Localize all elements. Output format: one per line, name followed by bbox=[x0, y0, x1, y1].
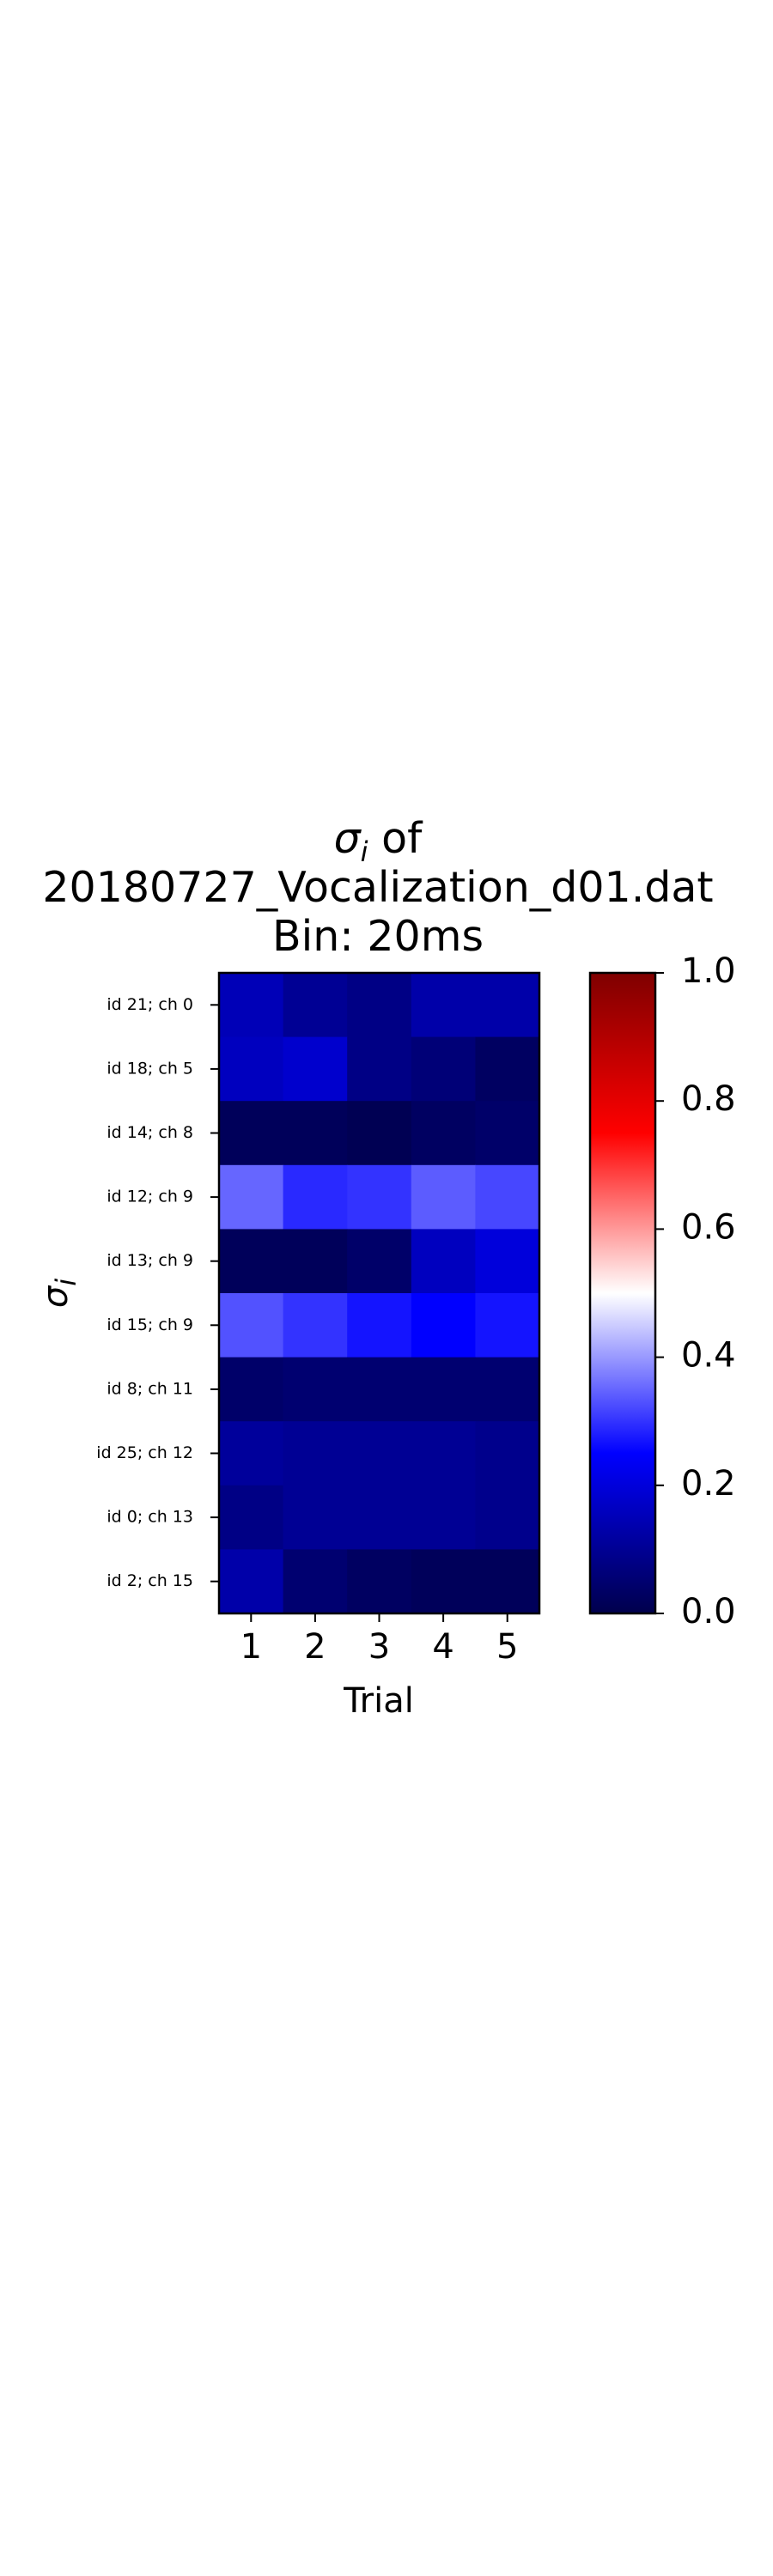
heatmap-cell bbox=[411, 1485, 476, 1550]
heatmap-cell bbox=[219, 1293, 284, 1358]
heatmap-cell bbox=[411, 1036, 476, 1102]
heatmap-cell bbox=[219, 1485, 284, 1550]
colorbar bbox=[588, 971, 657, 1615]
heatmap-cell bbox=[475, 1229, 540, 1294]
heatmap-cell bbox=[283, 1421, 348, 1486]
heatmap-cell bbox=[475, 1421, 540, 1486]
heatmap-cell bbox=[283, 1164, 348, 1230]
x-axis-ticks: 1 2 3 4 5 bbox=[240, 1613, 518, 1667]
y-tick-label: id 21; ch 0 bbox=[107, 995, 193, 1014]
heatmap-cell bbox=[283, 1036, 348, 1102]
heatmap-cell bbox=[411, 1293, 476, 1358]
y-tick-label: id 25; ch 12 bbox=[96, 1443, 193, 1462]
y-tick-label: id 18; ch 5 bbox=[107, 1059, 193, 1078]
heatmap-cell bbox=[475, 1293, 540, 1358]
heatmap-cell bbox=[411, 1357, 476, 1422]
title-suffix: of bbox=[368, 814, 424, 863]
y-tick-label: id 2; ch 15 bbox=[107, 1571, 193, 1590]
chart-title-line-3: Bin: 20ms bbox=[272, 912, 484, 961]
heatmap-cell bbox=[219, 1164, 284, 1230]
y-tick-label: id 0; ch 13 bbox=[107, 1508, 193, 1527]
y-axis-sigma-subscript: i bbox=[50, 1279, 82, 1286]
heatmap-cell bbox=[347, 1485, 412, 1550]
x-tick-label: 4 bbox=[432, 1627, 453, 1667]
heatmap-cell bbox=[411, 1164, 476, 1230]
colorbar-tick-label: 0.2 bbox=[681, 1464, 736, 1504]
heatmap-cell bbox=[347, 1164, 412, 1230]
heatmap-cell bbox=[475, 1101, 540, 1166]
x-tick-label: 1 bbox=[240, 1627, 262, 1667]
heatmap-cell bbox=[283, 1357, 348, 1422]
heatmap-cell bbox=[347, 1036, 412, 1102]
heatmap-cell bbox=[475, 973, 540, 1038]
heatmap-cell bbox=[347, 1421, 412, 1486]
chart-title-line-1: σi of bbox=[334, 814, 424, 868]
heatmap-cell bbox=[347, 1293, 412, 1358]
heatmap-cell bbox=[475, 1036, 540, 1102]
heatmap-cell bbox=[283, 1101, 348, 1166]
x-tick-label: 3 bbox=[368, 1627, 390, 1667]
heatmap-cell bbox=[411, 973, 476, 1038]
y-tick-label: id 15; ch 9 bbox=[107, 1315, 193, 1334]
colorbar-tick-label: 1.0 bbox=[681, 951, 736, 991]
heatmap-cell bbox=[283, 1293, 348, 1358]
heatmap-cells bbox=[219, 973, 540, 1614]
heatmap-cell bbox=[219, 973, 284, 1038]
x-tick-label: 5 bbox=[496, 1627, 518, 1667]
y-tick-label: id 8; ch 11 bbox=[107, 1379, 193, 1398]
heatmap-cell bbox=[411, 1421, 476, 1486]
x-tick-label: 2 bbox=[304, 1627, 326, 1667]
heatmap-cell bbox=[347, 1549, 412, 1614]
heatmap-cell bbox=[219, 1421, 284, 1486]
heatmap-cell bbox=[219, 1357, 284, 1422]
heatmap-cell bbox=[283, 973, 348, 1038]
heatmap-cell bbox=[475, 1549, 540, 1614]
title-sigma-subscript: i bbox=[361, 835, 368, 868]
heatmap-cell bbox=[219, 1549, 284, 1614]
heatmap-cell bbox=[219, 1229, 284, 1294]
colorbar-ticks: 0.0 0.2 0.4 0.6 0.8 1.0 bbox=[655, 951, 736, 1631]
y-tick-label: id 14; ch 8 bbox=[107, 1123, 193, 1142]
colorbar-tick-label: 0.8 bbox=[681, 1079, 736, 1119]
heatmap-cell bbox=[347, 1101, 412, 1166]
heatmap-cell bbox=[219, 1101, 284, 1166]
y-axis-sigma: σ bbox=[36, 1285, 76, 1308]
heatmap-cell bbox=[475, 1164, 540, 1230]
heatmap-cell bbox=[411, 1229, 476, 1294]
y-tick-label: id 13; ch 9 bbox=[107, 1251, 193, 1270]
heatmap-cell bbox=[283, 1485, 348, 1550]
heatmap-cell bbox=[347, 1229, 412, 1294]
colorbar-tick-label: 0.6 bbox=[681, 1207, 736, 1247]
heatmap-cell bbox=[347, 1357, 412, 1422]
x-axis-label: Trial bbox=[343, 1681, 414, 1721]
title-sigma: σ bbox=[334, 814, 362, 863]
y-axis-ticks: id 21; ch 0 id 18; ch 5 id 14; ch 8 id 12; … bbox=[96, 995, 219, 1590]
heatmap-cell bbox=[411, 1101, 476, 1166]
colorbar-tick-label: 0.4 bbox=[681, 1336, 736, 1376]
chart-title-line-2: 20180727_Vocalization_d01.dat bbox=[42, 863, 713, 912]
heatmap-cell bbox=[475, 1485, 540, 1550]
y-tick-label: id 12; ch 9 bbox=[107, 1188, 193, 1206]
heatmap-cell bbox=[475, 1357, 540, 1422]
y-axis-label: σi bbox=[36, 1279, 82, 1308]
colorbar-tick-label: 0.0 bbox=[681, 1592, 736, 1631]
heatmap-cell bbox=[283, 1549, 348, 1614]
heatmap-cell bbox=[219, 1036, 284, 1102]
heatmap-cell bbox=[347, 973, 412, 1038]
heatmap-cell bbox=[411, 1549, 476, 1614]
heatmap-cell bbox=[283, 1229, 348, 1294]
